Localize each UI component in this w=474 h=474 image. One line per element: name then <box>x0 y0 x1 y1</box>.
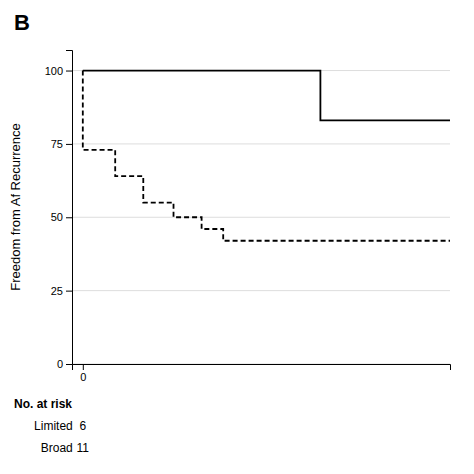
annotation: No. at risk <box>14 397 72 411</box>
x-axis: 0 <box>73 364 451 383</box>
series-line <box>83 71 450 121</box>
tick-mark <box>83 364 84 370</box>
tick-label: 25 <box>51 285 63 297</box>
tick: 0 <box>57 358 72 370</box>
grid-line <box>72 143 450 144</box>
tick: 75 <box>51 138 72 150</box>
grid <box>72 71 450 364</box>
y-axis-title: Freedom from Af Recurrence <box>8 123 23 291</box>
tick: 0 <box>80 364 86 383</box>
tick-mark <box>66 144 72 145</box>
axis-line <box>73 365 451 371</box>
chart: 0 0 25 50 75 100 Freedom from Af Recurrence B No… <box>0 0 474 474</box>
tick-label: 0 <box>80 371 86 383</box>
lines <box>83 71 450 241</box>
grid-line <box>72 290 450 291</box>
grid-line <box>72 217 450 218</box>
at-risk-value: 11 <box>77 441 90 455</box>
title: B <box>14 10 30 35</box>
at-risk-label: Broad <box>41 441 73 455</box>
plot: 0 0 25 50 75 100 <box>45 51 451 383</box>
at-risk-label: Limited <box>34 419 73 433</box>
tick-label: 0 <box>57 358 63 370</box>
tick: 50 <box>51 211 72 223</box>
tick-mark <box>66 217 72 218</box>
series-line <box>83 71 450 241</box>
tick-mark <box>66 71 72 72</box>
tick-label: 75 <box>51 138 63 150</box>
at-risk-table: No. at risk Limited 6 Broad 11 <box>14 397 89 455</box>
tick-label: 100 <box>45 65 63 77</box>
tick-mark <box>66 291 72 292</box>
at-risk-value: 6 <box>79 419 86 433</box>
tick: 25 <box>51 285 72 297</box>
tick-label: 50 <box>51 211 63 223</box>
axis-line <box>66 51 73 365</box>
tick: 100 <box>45 65 72 77</box>
tick-mark <box>66 364 72 365</box>
y-axis: 0 25 50 75 100 <box>45 51 73 371</box>
